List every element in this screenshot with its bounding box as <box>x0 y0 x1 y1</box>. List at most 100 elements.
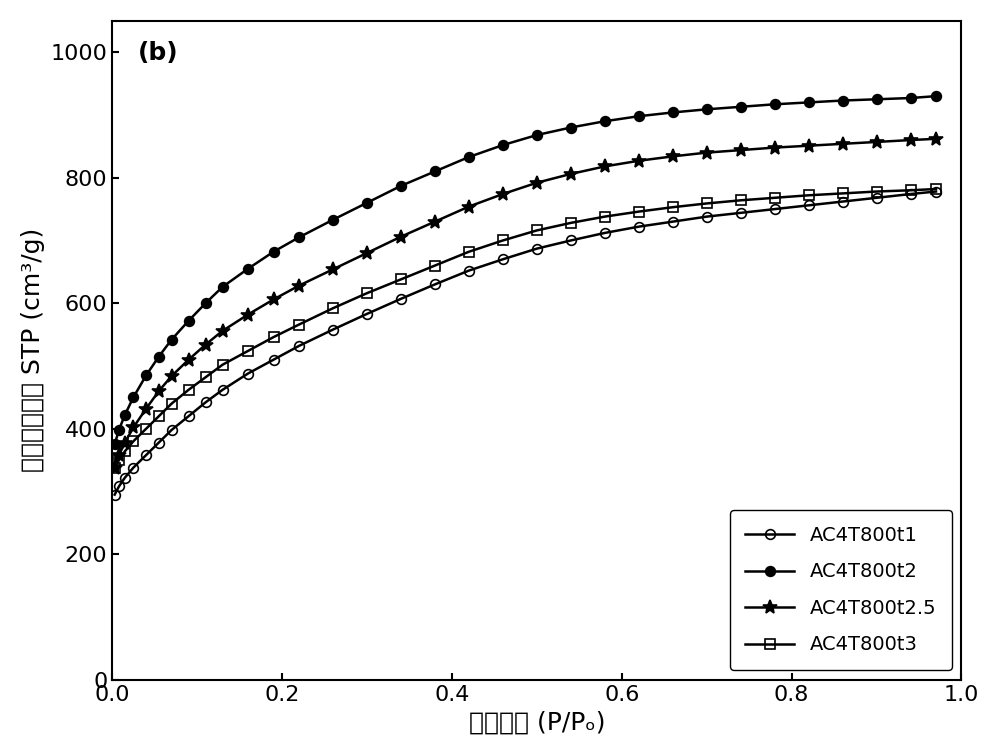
AC4T800t2 <box>497 140 509 149</box>
AC4T800t1 <box>217 385 229 394</box>
AC4T800t2 <box>109 440 121 449</box>
AC4T800t1 <box>183 411 195 421</box>
AC4T800t2.5 <box>803 141 815 150</box>
AC4T800t3 <box>153 411 165 421</box>
AC4T800t3 <box>531 226 543 235</box>
AC4T800t2.5 <box>268 295 280 304</box>
AC4T800t2 <box>119 411 131 420</box>
AC4T800t2.5 <box>166 371 178 381</box>
AC4T800t1 <box>361 310 373 319</box>
Legend: AC4T800t1, AC4T800t2, AC4T800t2.5, AC4T800t3: AC4T800t1, AC4T800t2, AC4T800t2.5, AC4T8… <box>730 510 952 670</box>
AC4T800t3 <box>871 187 883 196</box>
AC4T800t1 <box>803 201 815 210</box>
AC4T800t3 <box>109 463 121 472</box>
Text: (b): (b) <box>138 41 178 65</box>
AC4T800t3 <box>769 193 781 202</box>
AC4T800t2 <box>242 264 254 273</box>
AC4T800t2 <box>837 96 849 105</box>
X-axis label: 相对压力 (P/Pₒ): 相对压力 (P/Pₒ) <box>469 710 605 734</box>
AC4T800t2.5 <box>242 310 254 319</box>
AC4T800t3 <box>166 399 178 408</box>
AC4T800t3 <box>183 385 195 394</box>
Line: AC4T800t2: AC4T800t2 <box>110 91 941 449</box>
AC4T800t2.5 <box>701 148 713 157</box>
AC4T800t2 <box>735 102 747 111</box>
AC4T800t2.5 <box>463 202 475 211</box>
AC4T800t3 <box>565 218 577 227</box>
AC4T800t3 <box>217 360 229 369</box>
AC4T800t1 <box>599 229 611 238</box>
AC4T800t2.5 <box>769 143 781 152</box>
AC4T800t2.5 <box>531 178 543 187</box>
AC4T800t1 <box>268 355 280 364</box>
AC4T800t1 <box>930 187 942 196</box>
Line: AC4T800t1: AC4T800t1 <box>110 186 941 500</box>
AC4T800t2.5 <box>599 162 611 171</box>
AC4T800t2 <box>463 153 475 162</box>
AC4T800t2 <box>429 167 441 176</box>
AC4T800t1 <box>242 369 254 378</box>
AC4T800t3 <box>930 184 942 193</box>
AC4T800t1 <box>667 217 679 226</box>
AC4T800t2.5 <box>200 340 212 349</box>
AC4T800t2.5 <box>127 423 139 432</box>
AC4T800t3 <box>803 191 815 200</box>
AC4T800t2.5 <box>497 190 509 199</box>
AC4T800t2 <box>701 105 713 114</box>
AC4T800t3 <box>361 288 373 297</box>
AC4T800t2.5 <box>327 265 339 274</box>
AC4T800t3 <box>497 236 509 245</box>
AC4T800t1 <box>200 398 212 407</box>
AC4T800t1 <box>166 426 178 435</box>
AC4T800t2.5 <box>113 451 125 460</box>
AC4T800t1 <box>871 193 883 202</box>
AC4T800t3 <box>242 347 254 356</box>
AC4T800t2 <box>183 316 195 325</box>
AC4T800t1 <box>497 254 509 263</box>
AC4T800t2.5 <box>633 156 645 165</box>
AC4T800t3 <box>599 212 611 221</box>
AC4T800t1 <box>153 438 165 447</box>
AC4T800t1 <box>140 451 152 460</box>
AC4T800t3 <box>463 247 475 256</box>
AC4T800t1 <box>463 266 475 275</box>
AC4T800t3 <box>113 455 125 464</box>
AC4T800t1 <box>701 212 713 221</box>
AC4T800t1 <box>293 341 305 350</box>
AC4T800t2 <box>395 181 407 190</box>
AC4T800t1 <box>395 294 407 304</box>
AC4T800t3 <box>140 424 152 433</box>
AC4T800t2.5 <box>837 140 849 149</box>
AC4T800t3 <box>633 207 645 216</box>
AC4T800t3 <box>268 333 280 342</box>
AC4T800t2.5 <box>183 355 195 364</box>
AC4T800t1 <box>327 325 339 334</box>
AC4T800t2 <box>871 94 883 103</box>
AC4T800t2 <box>930 91 942 100</box>
AC4T800t1 <box>837 197 849 206</box>
AC4T800t2.5 <box>109 463 121 472</box>
Line: AC4T800t2.5: AC4T800t2.5 <box>108 132 943 475</box>
AC4T800t3 <box>395 275 407 284</box>
AC4T800t2 <box>153 352 165 361</box>
AC4T800t1 <box>905 190 917 199</box>
AC4T800t1 <box>109 490 121 499</box>
AC4T800t2 <box>268 247 280 256</box>
AC4T800t3 <box>701 199 713 208</box>
AC4T800t2 <box>361 199 373 208</box>
AC4T800t2 <box>531 131 543 140</box>
AC4T800t2 <box>327 215 339 224</box>
AC4T800t2 <box>200 299 212 308</box>
AC4T800t2.5 <box>565 169 577 178</box>
AC4T800t2.5 <box>395 233 407 242</box>
AC4T800t2 <box>127 393 139 402</box>
AC4T800t1 <box>429 280 441 289</box>
AC4T800t1 <box>531 244 543 253</box>
AC4T800t2 <box>769 100 781 109</box>
Y-axis label: 氮气吸附量＠ STP (cm³/g): 氮气吸附量＠ STP (cm³/g) <box>21 228 45 473</box>
AC4T800t3 <box>735 196 747 205</box>
AC4T800t2.5 <box>361 248 373 257</box>
AC4T800t2 <box>667 108 679 117</box>
AC4T800t1 <box>113 482 125 491</box>
AC4T800t1 <box>735 208 747 217</box>
